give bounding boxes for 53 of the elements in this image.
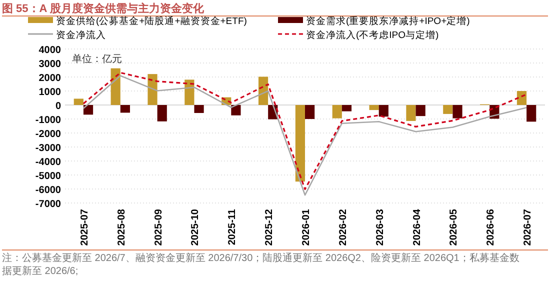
- y-tick-label: -5000: [35, 171, 62, 182]
- y-tick-label: -3000: [35, 143, 62, 154]
- bar: [148, 74, 158, 105]
- bar: [378, 105, 388, 117]
- bar: [452, 105, 462, 118]
- y-tick-label: -7000: [35, 199, 62, 210]
- chart-title: 图 55：A 股月度资金供需与主力资金变化: [2, 2, 205, 15]
- x-tick-label: 2026-05: [448, 208, 460, 246]
- bar: [120, 105, 130, 113]
- x-tick-label: 2026-03: [374, 208, 386, 246]
- x-tick-label: 2025-07: [79, 208, 90, 246]
- bar: [369, 105, 379, 110]
- bar: [526, 105, 536, 122]
- legend-label: 资金净流入: [56, 29, 106, 41]
- legend-label: 资金需求(重要股东净减持+IPO+定增): [306, 15, 470, 27]
- bar: [305, 105, 315, 119]
- legend-label: 资金净流入(不考虑IPO与定增): [306, 29, 439, 41]
- bar: [342, 105, 352, 112]
- y-tick-label: 4000: [38, 45, 62, 56]
- bar: [416, 105, 426, 116]
- y-tick-label: -2000: [35, 129, 62, 140]
- x-tick-label: 2025-08: [116, 208, 128, 246]
- bar: [74, 98, 84, 105]
- x-tick-label: 2025-11: [227, 208, 238, 246]
- bar: [83, 105, 94, 115]
- y-tick-label: -1000: [35, 115, 62, 126]
- y-tick-label: 3000: [38, 59, 62, 70]
- bar: [231, 105, 241, 116]
- legend-label: 资金供给(公募基金+陆股通+融资资金+ETF): [56, 15, 247, 27]
- y-tick-label: 1000: [38, 87, 62, 98]
- x-tick-label: 2026-01: [301, 208, 312, 246]
- bar: [516, 91, 527, 105]
- bar: [258, 76, 268, 105]
- bar: [110, 68, 120, 105]
- bar: [406, 105, 416, 121]
- bar: [157, 105, 167, 122]
- annotation: 单位：亿元: [72, 53, 122, 65]
- x-tick-label: 2025-10: [190, 208, 202, 246]
- y-tick-label: 2000: [38, 73, 62, 84]
- x-tick-label: 2026-07: [522, 208, 534, 246]
- x-tick-label: 2026-02: [338, 208, 349, 246]
- bar: [295, 105, 305, 182]
- y-tick-label: -6000: [35, 185, 62, 196]
- x-tick-label: 2026-06: [486, 208, 497, 246]
- y-tick-label: 0: [55, 101, 62, 112]
- bar: [332, 105, 342, 118]
- y-tick-label: -4000: [35, 157, 62, 168]
- text: 注：公募基金更新至 2026/7、融资资金更新至 2026/7/30；陆股通更新至 2026Q2、险资更新至 2026Q1；私募基金数据更新至 2026/6;: [2, 252, 520, 278]
- x-tick-label: 2026-04: [412, 208, 423, 246]
- x-tick-label: 2025-12: [264, 208, 276, 246]
- bar: [443, 105, 453, 114]
- x-tick-label: 2025-09: [153, 208, 164, 246]
- bar: [194, 105, 204, 113]
